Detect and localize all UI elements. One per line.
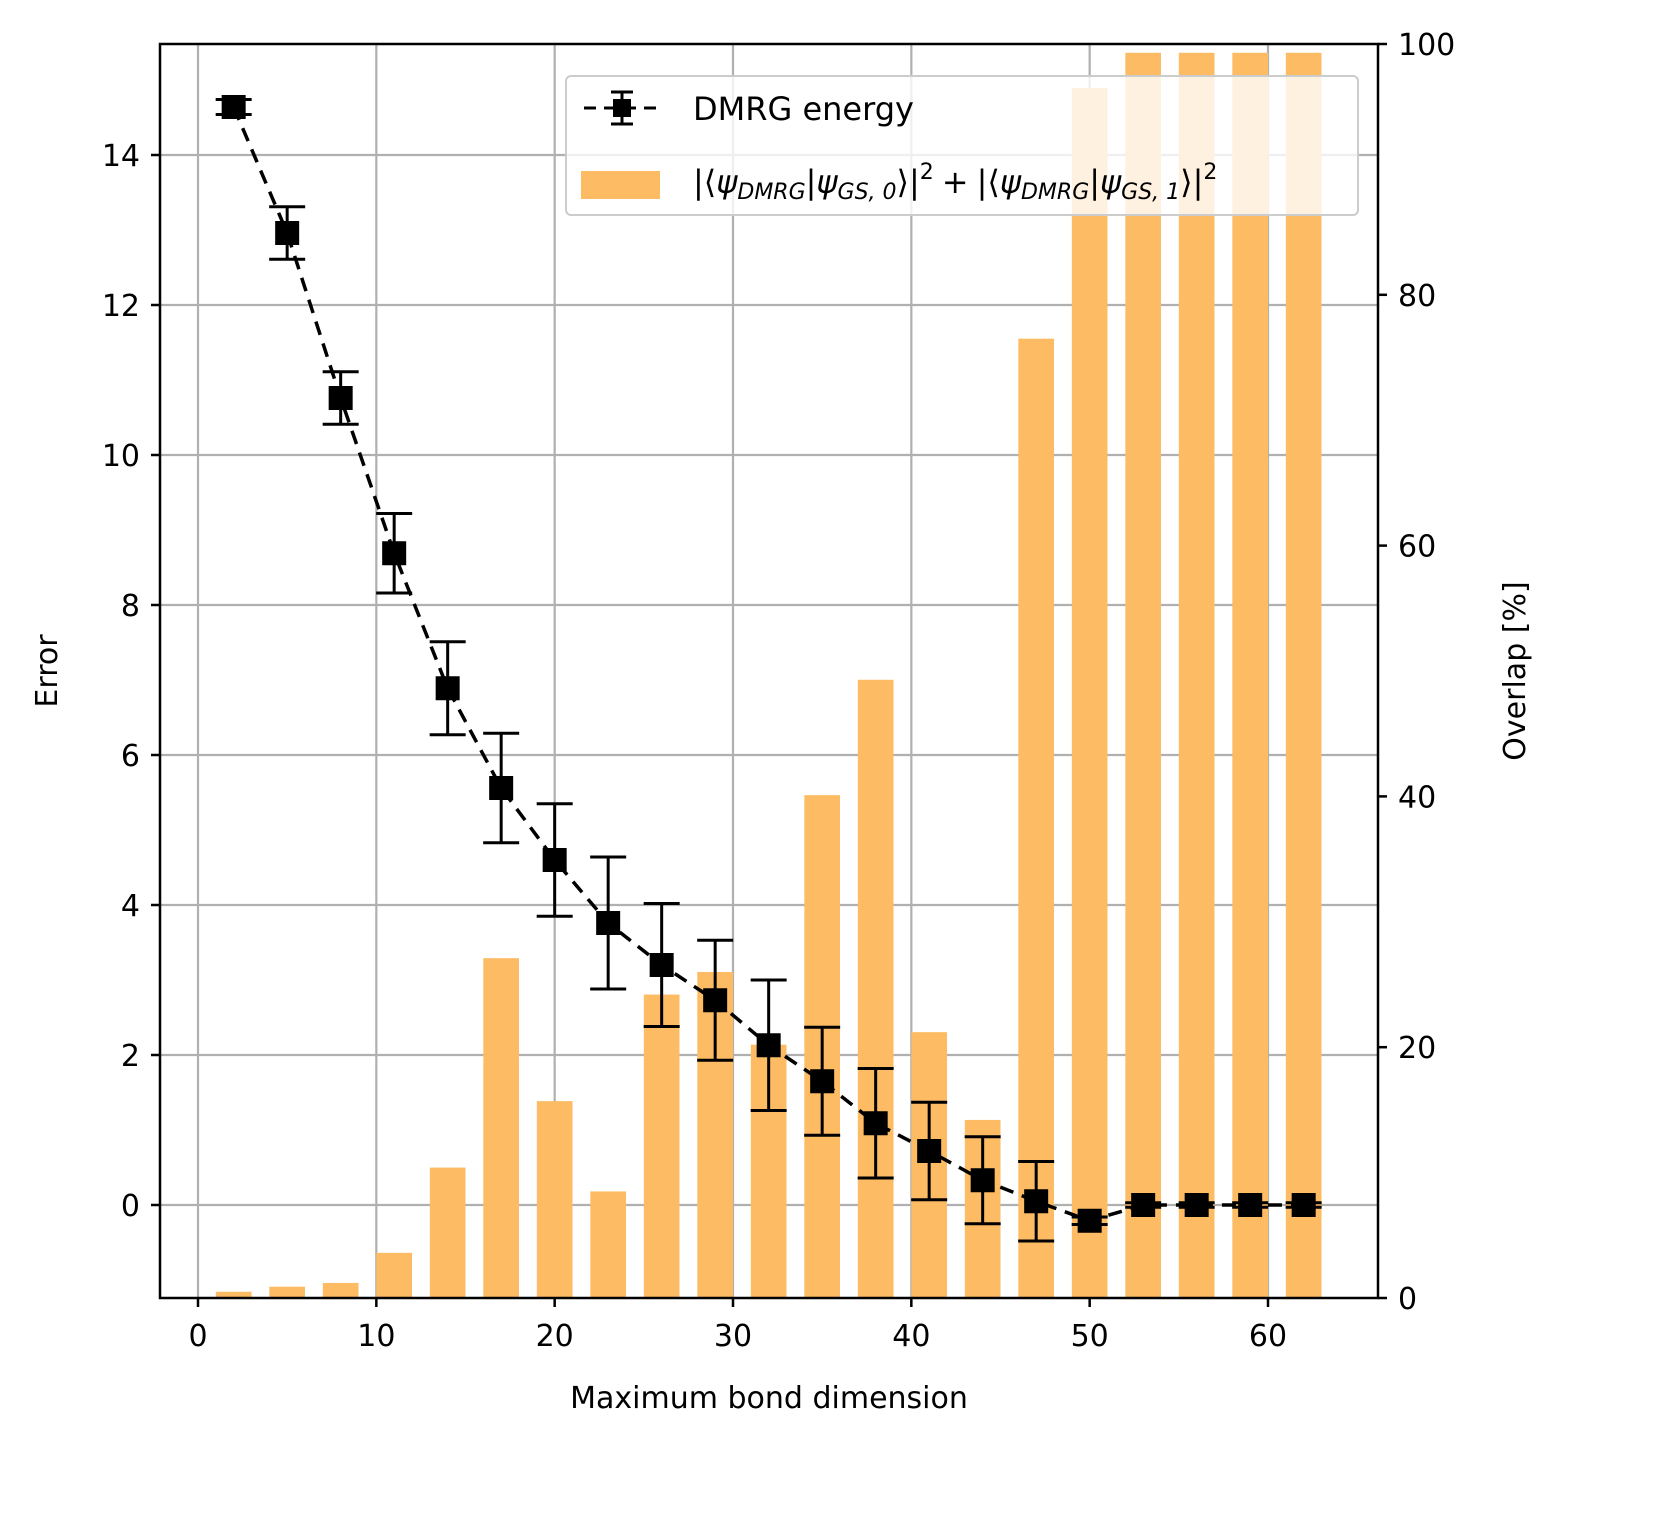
dmrg-energy-marker [1077, 1208, 1102, 1233]
dmrg-energy-marker [1131, 1193, 1156, 1217]
overlap-bar [1125, 52, 1161, 1299]
overlap-bar [483, 958, 519, 1298]
overlap-bar [590, 1191, 626, 1298]
x-tick-label: 30 [714, 1319, 752, 1354]
overlap-bars [215, 52, 1322, 1299]
x-axis-ticks: 0 10 20 30 40 50 60 [188, 1298, 1287, 1354]
x-tick-label: 10 [357, 1319, 395, 1354]
y-tick-label: 12 [102, 289, 140, 324]
y-right-tick-label: 40 [1398, 780, 1436, 815]
plot-frame [158, 42, 1380, 1300]
overlap-bar [643, 994, 680, 1298]
dmrg-energy-marker [489, 776, 514, 800]
dmrg-energy-marker [275, 221, 300, 245]
y-tick-label: 6 [121, 739, 140, 774]
dmrg-energy-marker [1291, 1193, 1316, 1217]
overlap-bar [322, 1282, 359, 1298]
dmrg-energy-marker [756, 1033, 781, 1058]
overlap-bar [1018, 338, 1054, 1298]
y-right-tick-label: 60 [1398, 530, 1436, 565]
legend: DMRG energy |⟨ψDMRG|ψGS, 0⟩|2 + |⟨ψDMRG|ψG… [565, 75, 1359, 216]
dmrg-energy-marker [221, 95, 246, 119]
dmrg-energy-marker [1184, 1193, 1209, 1217]
x-tick-label: 60 [1249, 1319, 1287, 1354]
legend-box [565, 75, 1359, 216]
legend-label-dmrg-energy: DMRG energy [693, 90, 914, 128]
dmrg-energy-marker [542, 848, 567, 872]
overlap-bar [857, 679, 894, 1298]
dmrg-energy-marker [1238, 1193, 1263, 1217]
dmrg-energy-series [215, 95, 1322, 1243]
y-axis-left-ticks: 0 2 4 6 8 10 12 14 [102, 139, 160, 1224]
dmrg-energy-marker [328, 386, 353, 410]
y-axis-right-ticks: 0 20 40 60 80 100 [1378, 28, 1455, 1317]
dmrg-energy-marker [382, 541, 407, 566]
y-tick-label: 2 [121, 1039, 140, 1074]
y-tick-label: 0 [121, 1189, 140, 1224]
dmrg-energy-marker [703, 988, 728, 1013]
y-tick-label: 4 [121, 889, 140, 924]
y-axis-label-right: Overlap [%] [1498, 581, 1533, 760]
x-tick-label: 0 [188, 1319, 207, 1354]
y-right-tick-label: 20 [1398, 1031, 1436, 1066]
dmrg-energy-marker [810, 1069, 835, 1094]
y-tick-label: 14 [102, 139, 140, 174]
y-right-tick-label: 0 [1398, 1282, 1417, 1317]
dmrg-energy-marker [917, 1139, 942, 1163]
legend-bar-swatch-icon [581, 171, 660, 199]
dmrg-energy-marker [596, 911, 621, 935]
dmrg-energy-marker [649, 953, 674, 977]
overlap-bar [536, 1101, 573, 1298]
dmrg-energy-marker [970, 1168, 995, 1193]
x-tick-label: 40 [892, 1319, 930, 1354]
dmrg-energy-marker [435, 676, 460, 701]
overlap-bar [215, 1291, 252, 1298]
x-tick-label: 20 [536, 1319, 574, 1354]
y-right-tick-label: 100 [1398, 28, 1455, 63]
overlap-bar [1071, 87, 1108, 1298]
overlap-bar [429, 1167, 466, 1298]
y-axis-label-left: Error [30, 634, 65, 708]
dmrg-energy-marker [863, 1111, 888, 1136]
y-tick-label: 10 [102, 439, 140, 474]
dmrg-energy-marker [1024, 1189, 1049, 1214]
overlap-bar [1178, 52, 1215, 1299]
overlap-bar [1285, 52, 1322, 1299]
legend-label-overlap: |⟨ψDMRG|ψGS, 0⟩|2 + |⟨ψDMRG|ψGS, 1⟩|2 [693, 160, 1217, 205]
overlap-bar [376, 1252, 412, 1298]
x-tick-label: 50 [1071, 1319, 1109, 1354]
overlap-bar [1232, 52, 1268, 1299]
overlap-bar [269, 1286, 305, 1298]
x-axis-label: Maximum bond dimension [570, 1381, 968, 1416]
legend-errorbar-marker-icon [584, 90, 660, 126]
y-right-tick-label: 80 [1398, 279, 1436, 314]
y-tick-label: 8 [121, 589, 140, 624]
